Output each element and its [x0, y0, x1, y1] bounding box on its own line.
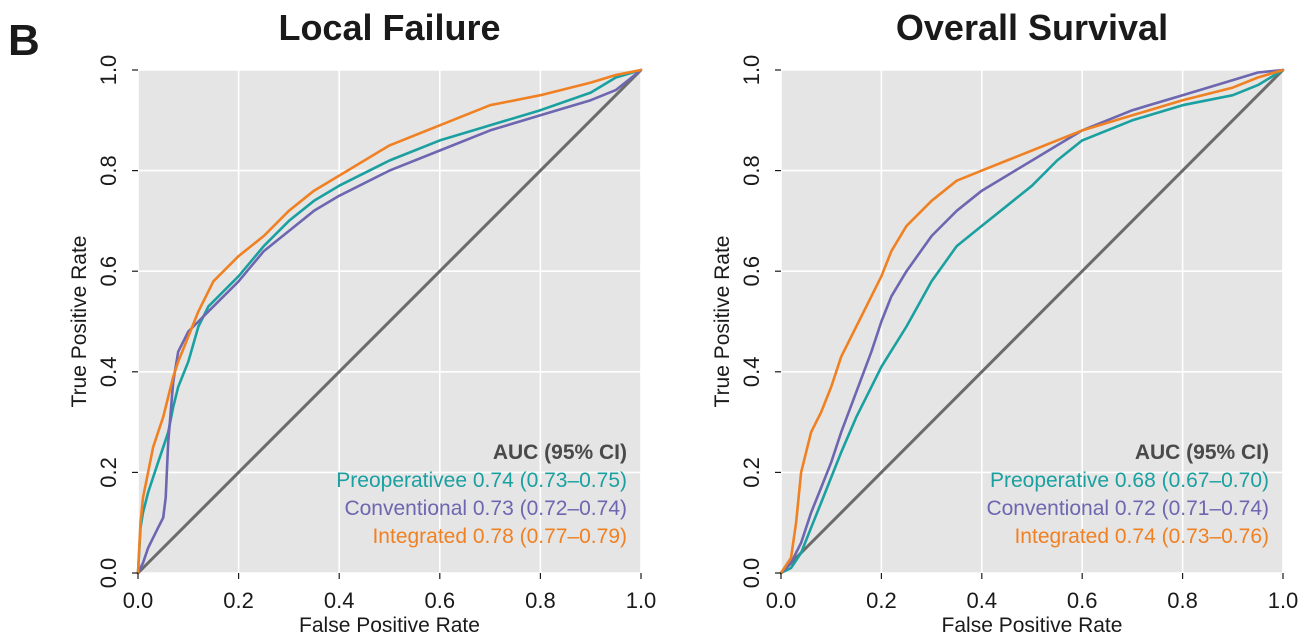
- y-tick-label: 0.2: [96, 457, 121, 488]
- chart-title: Overall Survival: [896, 7, 1168, 48]
- y-tick-label: 1.0: [96, 55, 121, 86]
- x-tick-label: 0.8: [525, 588, 556, 613]
- legend-entry-preoperativee: Preoperativee 0.74 (0.73–0.75): [336, 469, 627, 492]
- y-tick-label: 0.0: [96, 558, 121, 589]
- x-tick-label: 0.6: [425, 588, 456, 613]
- charts-container: Local Failure 0.0 0.2 0.4 0.6 0.8 1.0 0.0 0.2 0.4…: [68, 7, 1298, 636]
- y-tick-label: 0.0: [739, 558, 764, 589]
- y-tick-label: 0.4: [739, 357, 764, 388]
- x-tick-label: 0.2: [866, 588, 897, 613]
- x-tick-label: 0.4: [967, 588, 998, 613]
- legend-entry-conventional: Conventional 0.73 (0.72–0.74): [344, 497, 627, 520]
- series-line-conventional: [136, 68, 643, 575]
- y-tick-label: 0.8: [96, 155, 121, 186]
- series-line-integrated: [779, 68, 1285, 575]
- y-tick-label: 1.0: [739, 55, 764, 86]
- legend-entry-conventional: Conventional 0.72 (0.71–0.74): [986, 497, 1269, 520]
- x-tick-label: 0.0: [766, 588, 797, 613]
- legend-entry-integrated: Integrated 0.78 (0.77–0.79): [372, 525, 627, 548]
- legend: AUC (95% CI) Preoperative 0.68 (0.67–0.70…: [986, 441, 1269, 548]
- y-axis-label: True Positive Rate: [68, 236, 91, 408]
- x-tick-label: 0.2: [223, 588, 254, 613]
- panel-letter: B: [8, 16, 40, 65]
- x-tick-label: 1.0: [1268, 588, 1299, 613]
- chart-title: Local Failure: [278, 7, 500, 48]
- x-axis-label: False Positive Rate: [299, 614, 480, 636]
- grid-lines: [780, 69, 1284, 574]
- series-line-preoperative: [779, 68, 1285, 575]
- chart-panel-2: Overall Survival 0.0 0.2 0.4 0.6 0.8 1.0 0.0 0.2…: [711, 7, 1298, 636]
- y-axis-label: True Positive Rate: [711, 236, 734, 408]
- reference-diagonal: [779, 68, 1285, 575]
- y-tick-label: 0.6: [739, 256, 764, 287]
- x-tick-label: 0.4: [324, 588, 355, 613]
- x-tick-label: 0.0: [123, 588, 154, 613]
- x-tick-label: 0.6: [1067, 588, 1098, 613]
- legend-entry-preoperative: Preoperative 0.68 (0.67–0.70): [990, 469, 1269, 492]
- legend-title: AUC (95% CI): [493, 441, 627, 464]
- series-line-integrated: [136, 68, 643, 575]
- y-tick-label: 0.6: [96, 256, 121, 287]
- series-line-conventional: [779, 68, 1285, 575]
- reference-diagonal: [136, 68, 643, 575]
- legend-entry-integrated: Integrated 0.74 (0.73–0.76): [1014, 525, 1269, 548]
- x-axis-label: False Positive Rate: [942, 614, 1123, 636]
- y-tick-label: 0.2: [739, 457, 764, 488]
- legend-title: AUC (95% CI): [1135, 441, 1269, 464]
- x-tick-label: 0.8: [1167, 588, 1198, 613]
- series-line-preoperativee: [136, 68, 643, 575]
- legend: AUC (95% CI) Preoperativee 0.74 (0.73–0.7…: [336, 441, 627, 548]
- y-tick-label: 0.4: [96, 357, 121, 388]
- chart-panel-1: Local Failure 0.0 0.2 0.4 0.6 0.8 1.0 0.0 0.2 0.4…: [68, 7, 656, 636]
- x-tick-label: 1.0: [626, 588, 657, 613]
- y-tick-label: 0.8: [739, 155, 764, 186]
